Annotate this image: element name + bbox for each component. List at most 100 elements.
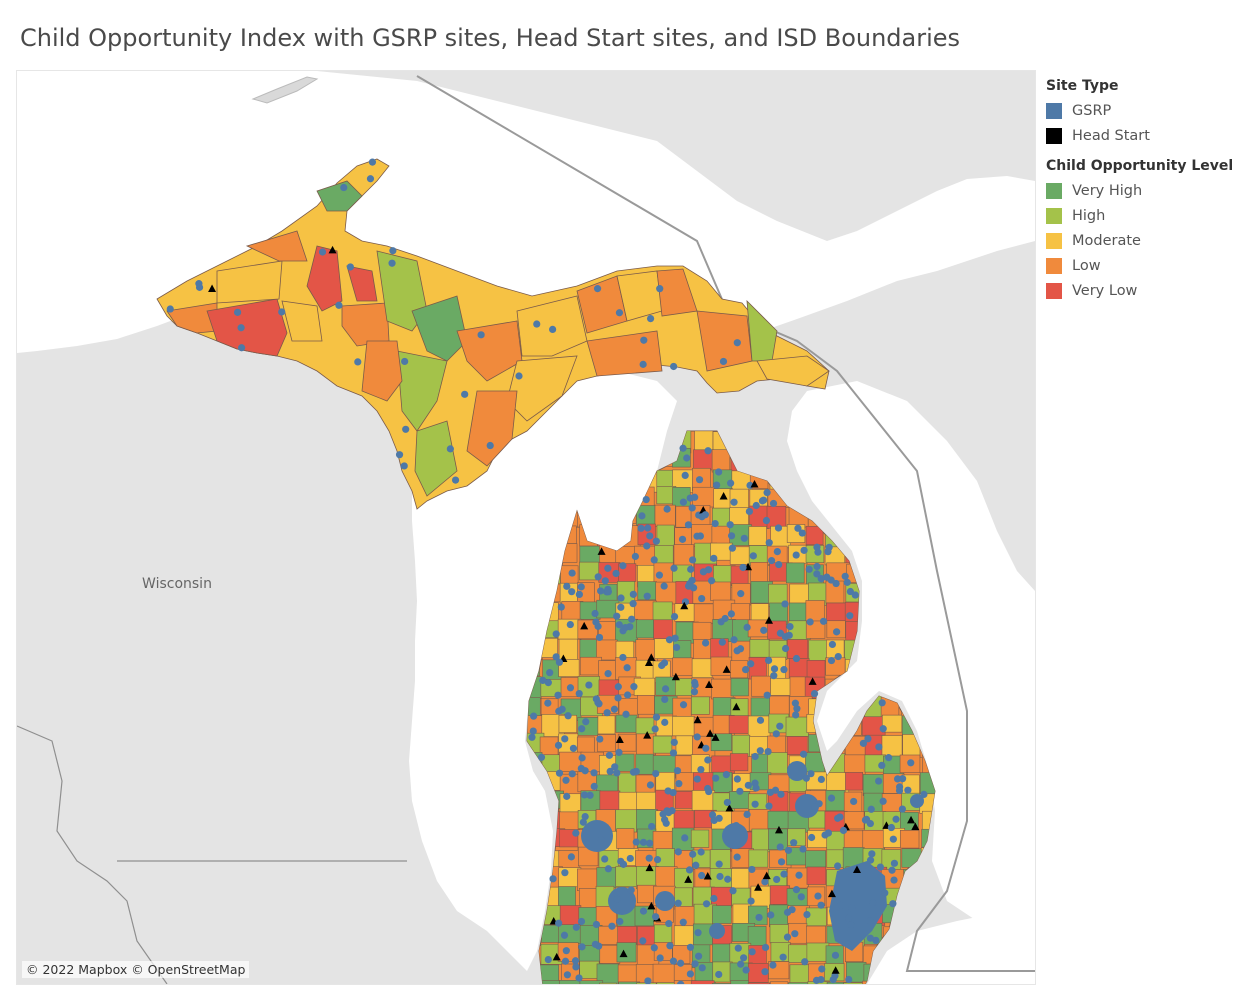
gsrp-site-marker[interactable]: [758, 497, 767, 505]
gsrp-site-marker[interactable]: [730, 498, 738, 506]
gsrp-site-marker[interactable]: [669, 789, 677, 797]
gsrp-site-marker[interactable]: [800, 750, 808, 758]
gsrp-site-marker[interactable]: [619, 562, 627, 570]
head-start-site-marker[interactable]: [680, 601, 689, 610]
gsrp-site-marker[interactable]: [898, 775, 907, 783]
gsrp-site-marker[interactable]: [702, 744, 710, 752]
gsrp-site-marker[interactable]: [769, 499, 778, 508]
gsrp-site-marker[interactable]: [637, 524, 645, 532]
head-start-site-marker[interactable]: [693, 715, 702, 724]
gsrp-site-marker[interactable]: [601, 855, 609, 863]
gsrp-site-marker[interactable]: [575, 974, 583, 982]
legend-item-moderate[interactable]: Moderate: [1046, 228, 1241, 253]
gsrp-site-marker[interactable]: [604, 865, 612, 873]
gsrp-site-marker[interactable]: [617, 594, 625, 602]
gsrp-site-marker[interactable]: [368, 158, 377, 166]
gsrp-site-marker[interactable]: [581, 812, 589, 821]
gsrp-site-marker[interactable]: [747, 897, 755, 905]
gsrp-site-marker[interactable]: [733, 853, 741, 861]
gsrp-site-marker[interactable]: [689, 556, 697, 564]
gsrp-site-marker[interactable]: [686, 943, 695, 951]
gsrp-site-marker[interactable]: [841, 572, 849, 580]
gsrp-site-marker[interactable]: [765, 539, 773, 547]
gsrp-site-marker[interactable]: [761, 878, 769, 886]
gsrp-site-marker[interactable]: [763, 691, 771, 699]
gsrp-site-marker[interactable]: [594, 698, 602, 707]
gsrp-site-marker[interactable]: [791, 930, 799, 938]
gsrp-site-marker[interactable]: [710, 554, 718, 562]
gsrp-site-marker[interactable]: [695, 476, 704, 484]
gsrp-site-marker[interactable]: [621, 623, 629, 632]
gsrp-site-marker[interactable]: [685, 866, 694, 874]
gsrp-site-marker[interactable]: [233, 308, 242, 316]
gsrp-site-marker[interactable]: [748, 865, 756, 874]
gsrp-site-marker[interactable]: [655, 571, 664, 579]
gsrp-site-marker[interactable]: [582, 718, 590, 726]
gsrp-site-marker[interactable]: [833, 628, 841, 636]
gsrp-site-marker[interactable]: [889, 900, 897, 908]
gsrp-site-marker[interactable]: [590, 769, 598, 777]
gsrp-site-marker[interactable]: [528, 733, 536, 741]
gsrp-site-marker[interactable]: [769, 961, 777, 969]
gsrp-site-marker[interactable]: [613, 895, 621, 903]
gsrp-site-marker[interactable]: [770, 665, 779, 673]
gsrp-site-marker[interactable]: [665, 919, 673, 928]
gsrp-site-marker[interactable]: [661, 718, 669, 726]
gsrp-site-marker[interactable]: [684, 521, 693, 529]
head-start-site-marker[interactable]: [552, 952, 561, 961]
gsrp-site-marker[interactable]: [537, 753, 546, 761]
gsrp-site-marker[interactable]: [572, 829, 580, 837]
gsrp-site-marker[interactable]: [779, 953, 787, 961]
gsrp-site-marker[interactable]: [561, 735, 569, 743]
gsrp-site-marker[interactable]: [866, 934, 874, 942]
gsrp-site-marker[interactable]: [388, 259, 396, 267]
gsrp-site-marker[interactable]: [677, 980, 685, 984]
gsrp-site-marker[interactable]: [674, 848, 682, 856]
gsrp-site-marker[interactable]: [563, 971, 572, 979]
head-start-site-marker[interactable]: [647, 901, 656, 910]
gsrp-site-marker[interactable]: [781, 633, 789, 641]
gsrp-site-marker[interactable]: [549, 875, 557, 883]
gsrp-site-marker[interactable]: [866, 856, 875, 864]
gsrp-site-marker[interactable]: [790, 839, 798, 847]
gsrp-site-marker[interactable]: [614, 694, 622, 702]
gsrp-site-marker[interactable]: [615, 748, 623, 757]
gsrp-site-marker[interactable]: [166, 305, 174, 313]
gsrp-site-marker[interactable]: [643, 542, 651, 550]
gsrp-site-marker[interactable]: [727, 532, 736, 540]
gsrp-site-marker[interactable]: [869, 899, 877, 907]
gsrp-site-marker[interactable]: [834, 814, 842, 822]
gsrp-site-marker[interactable]: [704, 447, 712, 455]
gsrp-site-marker[interactable]: [278, 308, 286, 316]
gsrp-site-marker[interactable]: [831, 951, 840, 959]
gsrp-site-marker[interactable]: [639, 838, 648, 846]
head-start-site-marker[interactable]: [647, 653, 656, 661]
gsrp-site-marker[interactable]: [346, 263, 354, 271]
gsrp-site-marker[interactable]: [781, 600, 789, 608]
gsrp-site-marker[interactable]: [773, 548, 781, 556]
gsrp-site-marker[interactable]: [335, 301, 343, 309]
gsrp-site-marker[interactable]: [817, 901, 825, 909]
gsrp-site-marker[interactable]: [824, 829, 833, 837]
gsrp-site-marker[interactable]: [652, 913, 660, 921]
gsrp-site-marker[interactable]: [660, 582, 668, 590]
gsrp-site-marker[interactable]: [783, 908, 792, 916]
head-start-site-marker[interactable]: [684, 875, 693, 883]
gsrp-site-marker[interactable]: [592, 618, 600, 626]
gsrp-site-marker[interactable]: [850, 797, 858, 806]
head-start-site-marker[interactable]: [328, 245, 337, 254]
gsrp-site-marker[interactable]: [627, 886, 635, 894]
head-start-site-marker[interactable]: [907, 815, 916, 824]
gsrp-site-marker[interactable]: [629, 590, 637, 598]
gsrp-site-marker[interactable]: [743, 810, 751, 819]
gsrp-site-marker[interactable]: [704, 756, 712, 764]
gsrp-site-marker[interactable]: [652, 713, 661, 721]
gsrp-site-marker[interactable]: [733, 339, 741, 347]
gsrp-site-marker[interactable]: [629, 768, 638, 776]
gsrp-site-marker[interactable]: [792, 654, 801, 663]
gsrp-site-marker[interactable]: [829, 976, 837, 984]
gsrp-site-marker[interactable]: [656, 954, 664, 962]
gsrp-site-marker[interactable]: [783, 933, 792, 941]
gsrp-site-marker[interactable]: [726, 521, 734, 529]
gsrp-site-marker[interactable]: [354, 358, 362, 366]
